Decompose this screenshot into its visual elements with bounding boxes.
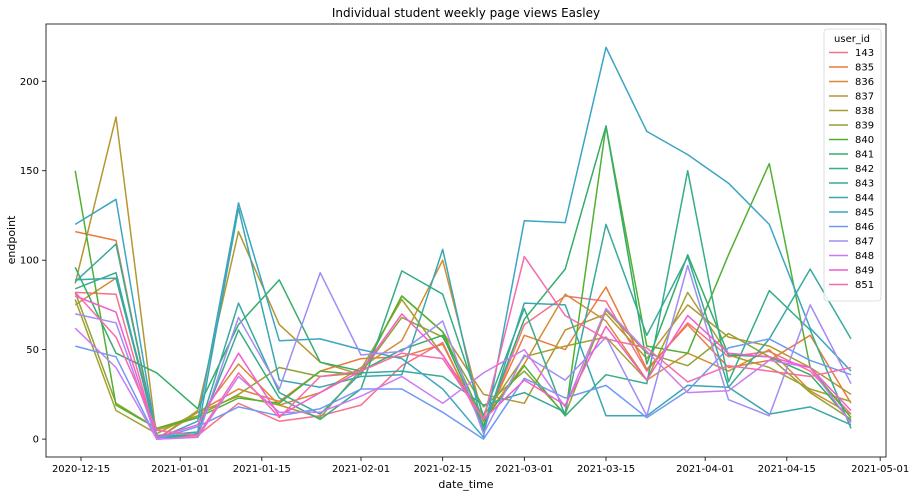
legend-label: 837 <box>855 92 874 103</box>
legend-label: 143 <box>855 48 874 59</box>
legend-label: 838 <box>855 106 874 117</box>
legend-label: 848 <box>855 251 874 262</box>
x-tick-label: 2020-12-15 <box>52 464 110 475</box>
legend-label: 841 <box>855 150 874 161</box>
x-tick-label: 2021-01-15 <box>233 464 291 475</box>
legend: user_id 143 835 836 837 838 839 840 841 842 843 84… <box>823 28 882 302</box>
x-axis-label: date_time <box>438 478 493 491</box>
legend-label: 844 <box>855 193 874 204</box>
series-line-837 <box>74 116 852 440</box>
legend-label: 839 <box>855 121 874 132</box>
y-tick-label: 200 <box>20 77 39 88</box>
x-tick-label: 2021-05-01 <box>851 464 909 475</box>
y-tick-label: 100 <box>20 256 39 267</box>
y-axis-label: endpoint <box>5 215 18 264</box>
legend-label: 846 <box>855 222 874 233</box>
series-line-849 <box>74 295 852 439</box>
legend-label: 847 <box>855 237 874 248</box>
legend-box <box>823 28 882 302</box>
legend-label: 851 <box>855 280 874 291</box>
x-tick-label: 2021-02-01 <box>332 464 390 475</box>
series-line-847 <box>75 264 852 440</box>
legend-label: 836 <box>855 77 874 88</box>
series-line-843 <box>74 223 852 440</box>
x-axis: 2020-12-15 2021-01-01 2021-01-15 2021-02-01… <box>52 457 909 475</box>
series-line-845 <box>74 46 852 440</box>
legend-label: 843 <box>855 179 874 190</box>
legend-label: 849 <box>855 266 874 277</box>
legend-label: 842 <box>855 164 874 175</box>
x-tick-label: 2021-03-01 <box>495 464 553 475</box>
series-line-846 <box>75 338 852 440</box>
x-tick-label: 2021-02-15 <box>414 464 472 475</box>
series-line-835 <box>75 230 852 440</box>
x-tick-label: 2021-04-01 <box>676 464 734 475</box>
y-tick-label: 0 <box>33 435 39 446</box>
plot-area <box>74 46 852 440</box>
legend-label: 835 <box>855 63 874 74</box>
series-line-836 <box>74 259 852 431</box>
series-line-842 <box>74 169 852 439</box>
legend-title: user_id <box>834 34 870 45</box>
series-line-851 <box>74 255 852 437</box>
legend-label: 840 <box>855 135 874 146</box>
legend-label: 845 <box>855 208 874 219</box>
plot-frame <box>45 23 887 458</box>
x-tick-label: 2021-03-15 <box>577 464 635 475</box>
y-tick-label: 50 <box>26 345 39 356</box>
series-line-841 <box>74 125 852 428</box>
x-tick-label: 2021-04-15 <box>758 464 816 475</box>
y-axis: 0 50 100 150 200 <box>20 77 46 446</box>
series-line-839 <box>74 292 852 430</box>
y-tick-label: 150 <box>20 166 39 177</box>
series-line-844 <box>75 207 852 437</box>
chart-title: Individual student weekly page views Eas… <box>332 6 600 20</box>
x-tick-label: 2021-01-01 <box>151 464 209 475</box>
